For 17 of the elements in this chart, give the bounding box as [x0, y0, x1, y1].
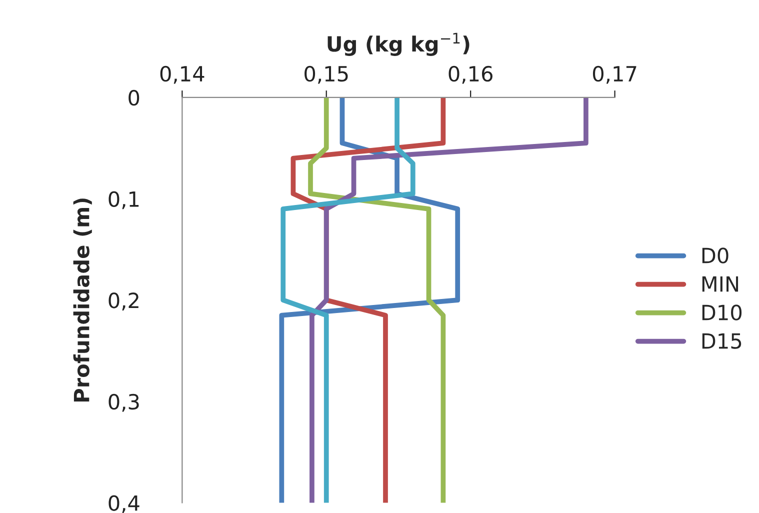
legend-label: MIN [702, 276, 738, 292]
y-tick-label: 0,3 [108, 394, 139, 412]
y-tick-label: 0,2 [108, 292, 138, 310]
legend-label: D0 [702, 248, 728, 264]
line-series [280, 97, 416, 503]
x-tick-label: 0,16 [448, 66, 492, 84]
y-tick-label: 0 [128, 90, 140, 106]
y-tick-label: 0,4 [108, 495, 140, 513]
legend-label: D15 [702, 333, 742, 349]
x-tick-label: 0,17 [592, 66, 636, 84]
x-tick-label: 0,14 [160, 66, 204, 84]
legend-label: D10 [702, 304, 742, 320]
x-tick-label: 0,15 [304, 66, 348, 84]
y-tick-label: 0,1 [108, 191, 139, 210]
line-series [310, 97, 588, 503]
y-axis-title: Profundidade (m) [73, 198, 92, 402]
x-axis-title: Ug (kg kg$^{−1}$) [328, 32, 470, 56]
